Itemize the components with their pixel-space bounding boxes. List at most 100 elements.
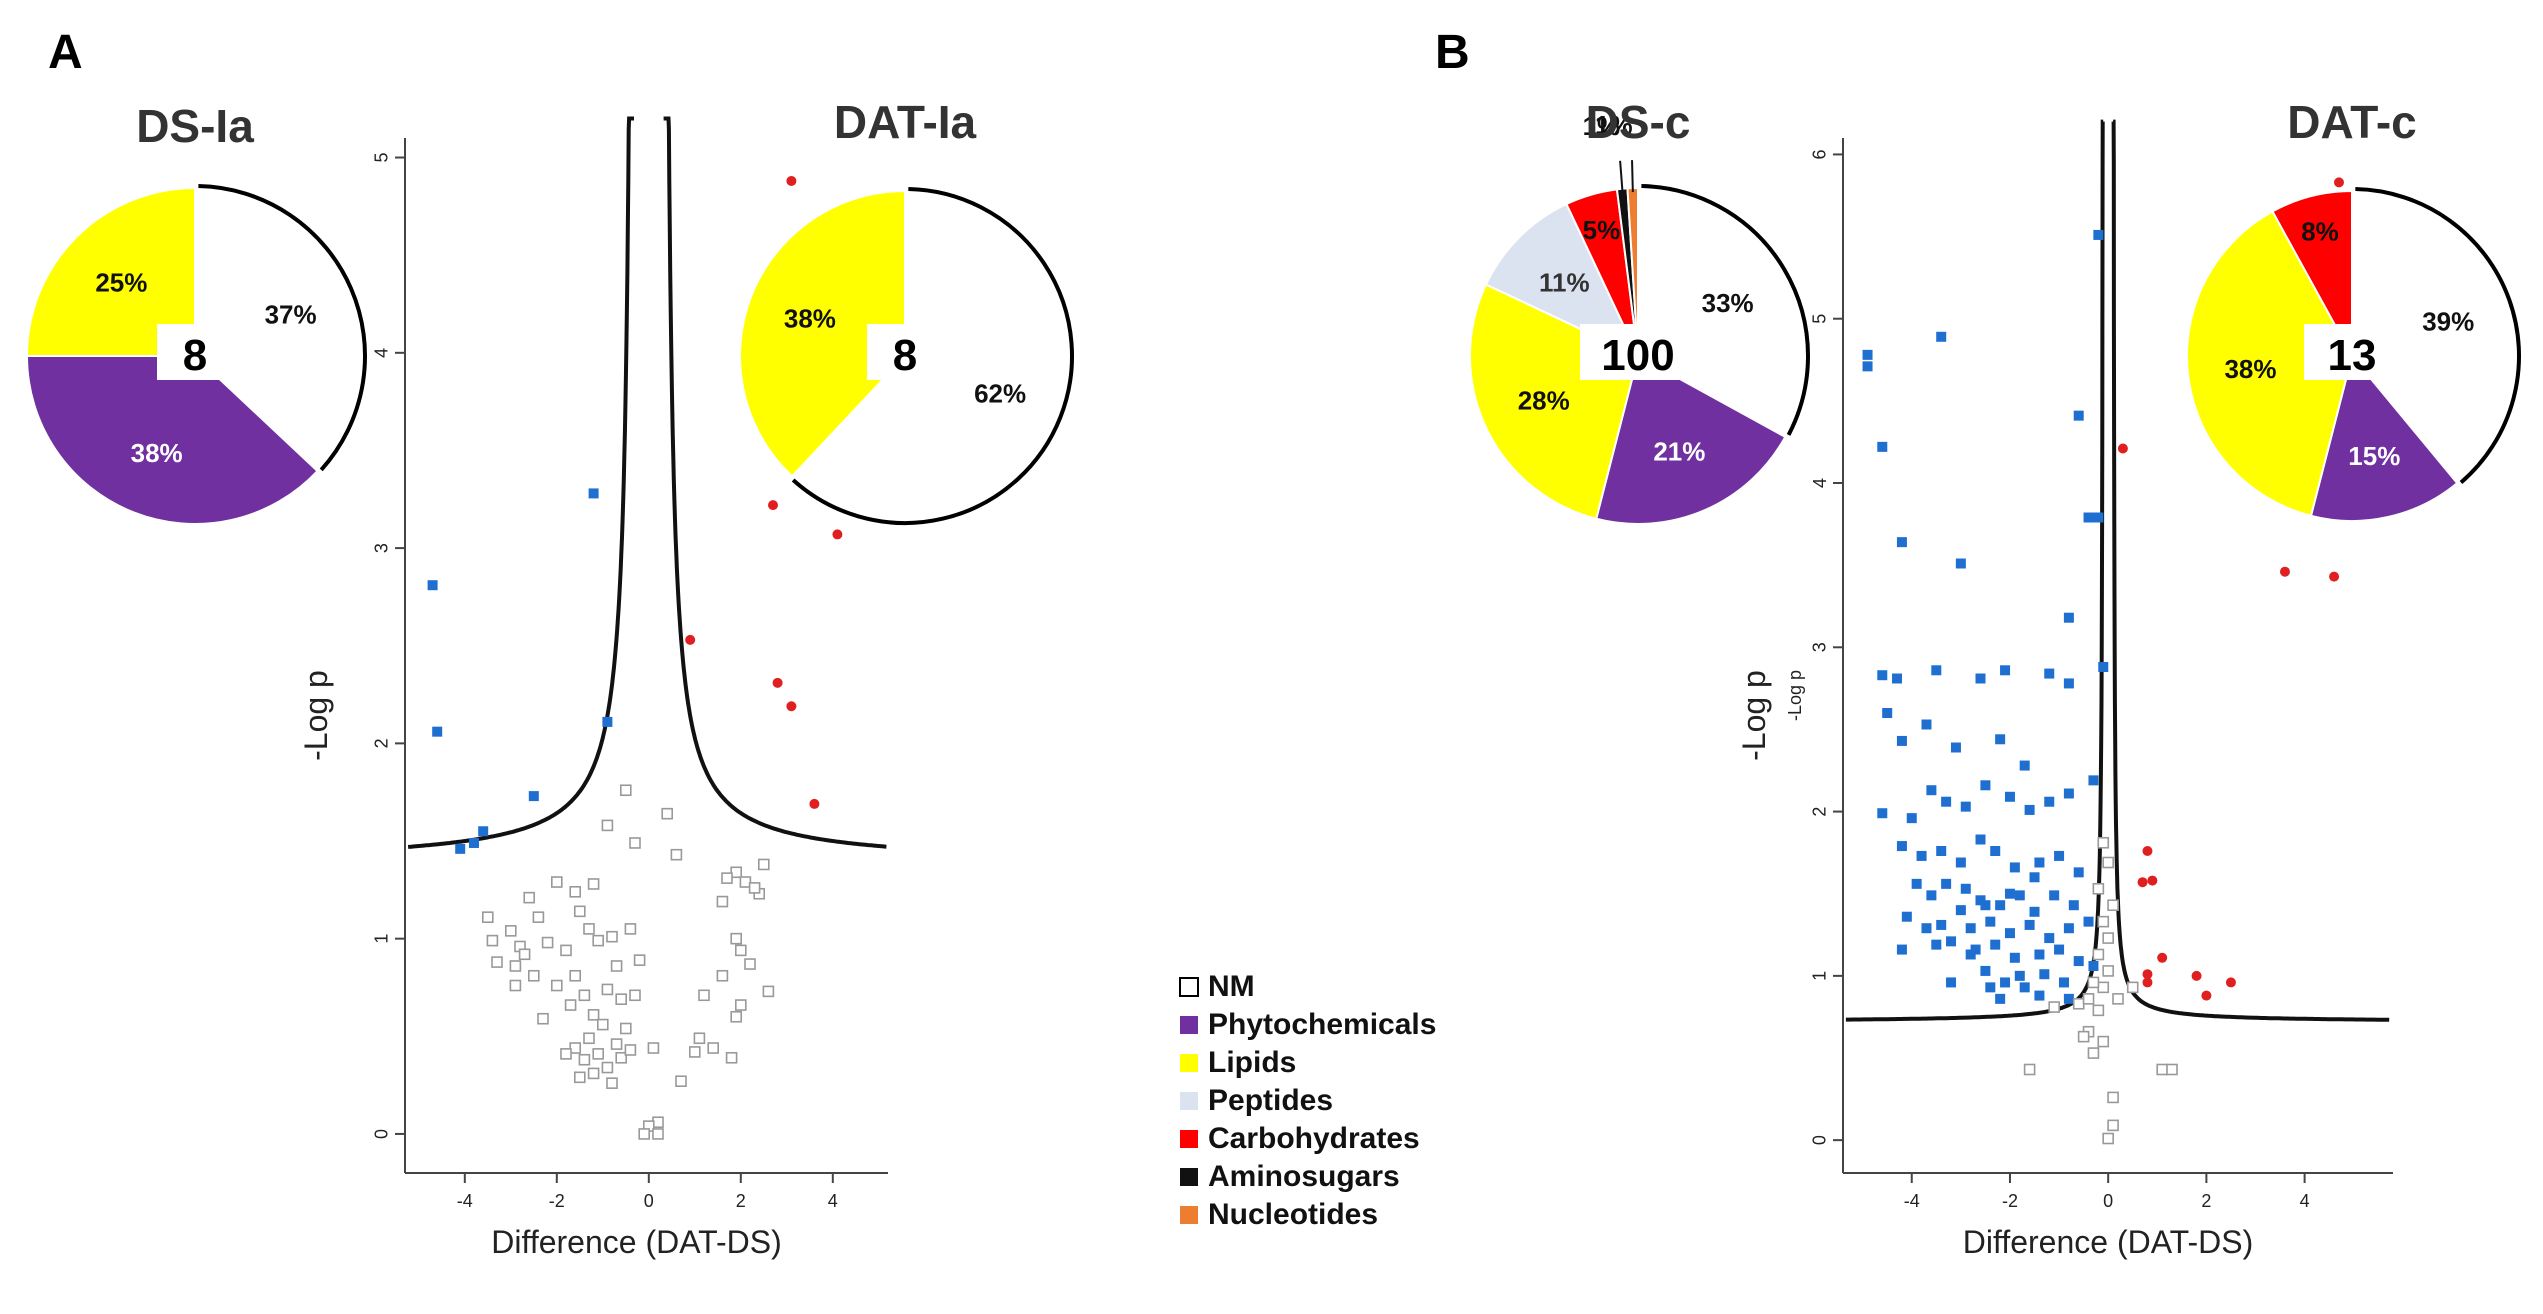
point-ds-significant [1955,905,1966,916]
point-ds-significant [2034,949,2045,960]
point-nm [2112,993,2124,1005]
point-ds-significant [1936,919,1947,930]
point-ds-significant [2014,970,2025,981]
y-axis-label: -Log p [298,670,334,761]
point-ds-significant [1906,813,1917,824]
point-ds-significant [2000,977,2011,988]
point-ds-significant [455,843,466,854]
point-nm [2107,899,2119,912]
point-ds-significant [2044,796,2055,807]
pie-label-phytochemicals: 21% [1653,437,1705,467]
y-tick-label: 1 [1810,971,1830,981]
point-ds-significant [1892,673,1903,684]
point-nm [2072,997,2085,1010]
point-ds-significant [2088,775,2099,786]
point-ds-significant [2004,928,2015,939]
point-ds-significant [1936,331,1947,342]
point-nm [2107,1119,2119,1132]
point-dat-significant [685,634,696,645]
point-ds-significant [469,837,479,848]
pie-label-phytochemicals: 38% [131,438,183,468]
point-ds-significant [2093,229,2104,240]
point-nm [2102,1132,2114,1145]
point-ds-significant [1990,846,2001,856]
point-ds-significant [2004,888,2015,899]
point-nm [688,1046,701,1058]
pie-total: 8 [893,331,917,380]
pie-rim-nm [2355,187,2521,485]
point-ds-significant [2058,977,2069,988]
x-tick-label: -4 [1904,1191,1920,1211]
point-nm [569,885,582,898]
pie-total: 8 [183,331,207,380]
pie-chart-ds-ia: 37% 38% 25% 8 DS-Ia [25,100,367,525]
point-dat-significant [2333,177,2344,188]
point-nm [615,993,628,1005]
point-ds-significant [2044,668,2055,679]
point-dat-significant [809,798,820,809]
point-ds-significant [1955,857,1966,868]
point-nm [610,1038,623,1050]
volcano-plot-a: -4 -2 0 2 4 0 1 2 3 4 5 Difference (DAT-DS) -Log p [298,116,888,1260]
point-ds-significant [1931,939,1942,950]
point-ds-significant [2024,804,2035,815]
y-tick-label: 2 [372,738,392,748]
point-ds-significant [1926,890,1937,901]
point-ds-significant [1936,846,1947,856]
point-ds-significant [432,726,443,737]
threshold-curve-right [2111,119,2390,1022]
point-ds-significant [478,826,489,837]
point-nm [675,1075,687,1088]
point-ds-significant [588,488,599,499]
point-nm [486,934,499,947]
point-nm [573,905,586,918]
point-nm [601,983,614,996]
legend-label-nm: NM [1208,970,1255,1003]
point-nm [578,1053,591,1066]
point-ds-significant [427,580,438,591]
point-ds-significant [2054,850,2065,861]
pie-leader-aminosugars [1619,160,1624,193]
point-nm [762,985,775,998]
point-ds-significant [1911,878,1922,889]
y-tick-label: 5 [372,153,392,163]
point-nm [583,1032,595,1045]
point-ds-significant [2024,919,2035,930]
pie-chart-ds-c: 33% 21% 28% 11% 5% 1%1% 100 DS-c [1469,96,1810,525]
legend-swatch-lipids [1180,1054,1198,1072]
point-nm [2102,856,2114,869]
point-ds-significant [1990,939,2001,950]
point-ds-significant [2049,890,2060,901]
pie-title: DAT-Ia [834,96,977,148]
y-tick-label: 5 [1810,314,1830,324]
x-tick-label: 2 [2201,1191,2211,1211]
point-nm [2097,836,2110,849]
point-nm [2092,948,2105,961]
point-dat-significant [832,529,843,540]
point-dat-significant [2157,952,2168,963]
point-ds-significant [1985,916,1996,927]
point-nm [629,989,641,1002]
point-nm [583,923,595,935]
point-nm [2126,981,2139,994]
point-nm [670,848,683,861]
pie-label-lipids: 25% [95,267,147,297]
point-ds-significant [1955,558,1966,569]
point-ds-significant [528,791,539,802]
point-ds-significant [1985,982,1996,993]
pie-slice-phytochemicals [25,355,319,525]
point-nm [491,956,503,968]
pie-chart-dat-ia: 62% 38% 8 DAT-Ia [739,96,1074,525]
point-ds-significant [2063,923,2074,934]
point-ds-significant [1941,796,1952,807]
point-ds-significant [1926,785,1937,796]
point-ds-significant [2034,857,2045,868]
point-nm [601,819,614,832]
y-tick-label: 4 [372,348,392,358]
point-ds-significant [2014,890,2025,901]
point-dat-significant [2329,571,2340,582]
point-ds-significant [1877,808,1888,819]
point-ds-significant [1931,665,1942,676]
x-tick-label: -2 [2002,1191,2018,1211]
